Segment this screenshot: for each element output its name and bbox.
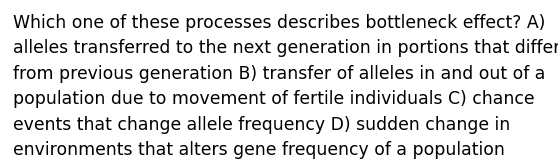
Text: alleles transferred to the next generation in portions that differ: alleles transferred to the next generati… bbox=[13, 39, 558, 57]
Text: events that change allele frequency D) sudden change in: events that change allele frequency D) s… bbox=[13, 116, 510, 134]
Text: from previous generation B) transfer of alleles in and out of a: from previous generation B) transfer of … bbox=[13, 65, 545, 83]
Text: environments that alters gene frequency of a population: environments that alters gene frequency … bbox=[13, 141, 505, 159]
Text: Which one of these processes describes bottleneck effect? A): Which one of these processes describes b… bbox=[13, 14, 545, 32]
Text: population due to movement of fertile individuals C) chance: population due to movement of fertile in… bbox=[13, 91, 535, 109]
